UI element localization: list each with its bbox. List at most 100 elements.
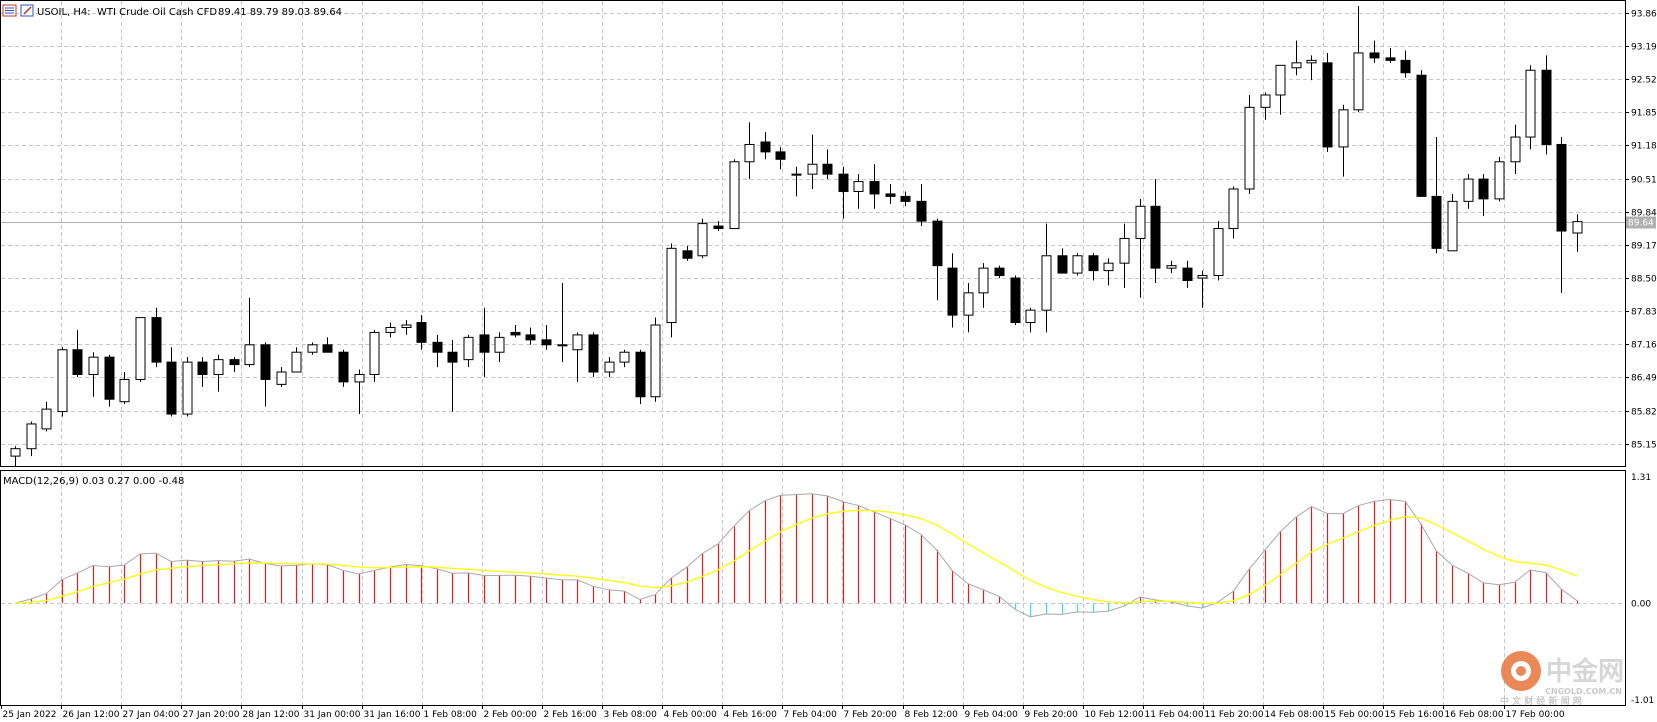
candle-body xyxy=(322,344,333,353)
macd-histogram xyxy=(30,493,1579,617)
price-tick-label: 93.86 xyxy=(1631,10,1657,20)
candle-body xyxy=(1463,178,1474,202)
candle-body xyxy=(385,326,396,333)
candle-body xyxy=(41,408,52,430)
candle xyxy=(635,349,646,405)
candle-body xyxy=(557,344,568,347)
candle xyxy=(1510,124,1521,175)
candle-body xyxy=(978,267,989,294)
candle-body xyxy=(916,200,927,222)
candle xyxy=(307,342,318,355)
time-axis: 25 Jan 2022 26 Jan 12:00 27 Jan 04:00 27 Ja… xyxy=(1,705,1565,720)
candle xyxy=(260,342,271,407)
list-icon[interactable] xyxy=(2,4,17,17)
candle-body xyxy=(1135,205,1146,239)
candle-body xyxy=(713,225,724,230)
candle-body xyxy=(1025,309,1036,324)
candle-body xyxy=(838,173,849,192)
candle xyxy=(588,332,599,377)
candle-body xyxy=(1103,262,1114,272)
candle xyxy=(822,149,833,180)
candle xyxy=(1010,275,1021,326)
macd-lines xyxy=(14,493,1578,618)
candle-body xyxy=(244,344,255,366)
candle-body xyxy=(26,423,37,450)
time-tick-label: 1 Feb 08:00 xyxy=(424,710,478,720)
candle xyxy=(104,354,115,407)
candle xyxy=(541,325,552,350)
candle-body xyxy=(1306,59,1317,64)
candle xyxy=(557,282,568,363)
candle xyxy=(760,132,771,160)
candle-body xyxy=(697,223,708,257)
candle-body xyxy=(463,336,474,361)
grid-lines xyxy=(1,1,1625,705)
candle xyxy=(1556,137,1567,293)
candle-body xyxy=(963,292,974,316)
candle xyxy=(1244,94,1255,194)
candle-body xyxy=(588,334,599,373)
candle xyxy=(72,329,83,377)
candle-body xyxy=(307,344,318,353)
candle-body xyxy=(1291,62,1302,69)
candle-body xyxy=(994,267,1005,277)
candle xyxy=(853,174,864,209)
candle xyxy=(1041,223,1052,333)
macd-indicator-label: MACD(12,26,9) 0.03 0.27 0.00 -0.48 xyxy=(3,476,184,487)
candle-body xyxy=(1244,106,1255,190)
candle-body xyxy=(291,351,302,373)
candle-body xyxy=(729,161,740,230)
candle xyxy=(1494,156,1505,202)
candle xyxy=(1353,5,1364,113)
time-tick-label: 2 Feb 00:00 xyxy=(484,710,538,720)
candle-body xyxy=(229,359,240,366)
candle-body xyxy=(541,339,552,346)
candle xyxy=(244,297,255,368)
time-tick-label: 2 Feb 16:00 xyxy=(544,710,598,720)
candle-body xyxy=(1400,59,1411,74)
candle-body xyxy=(1260,94,1271,108)
candle xyxy=(401,320,412,335)
time-tick-label: 14 Feb 08:00 xyxy=(1265,710,1324,720)
candle-body xyxy=(88,356,99,375)
candle-body xyxy=(1088,255,1099,272)
candle xyxy=(604,357,615,377)
candle-body xyxy=(151,317,162,363)
macd-axis-label: -1.01 xyxy=(1631,696,1654,706)
candle xyxy=(385,322,396,338)
candle xyxy=(1463,174,1474,209)
candle-body xyxy=(619,351,630,363)
candle xyxy=(1135,198,1146,298)
candle-body xyxy=(744,143,755,163)
candle xyxy=(838,166,849,219)
candle-body xyxy=(1431,195,1442,249)
instrument-description: WTI Crude Oil Cash CFD xyxy=(97,7,217,18)
candle-body xyxy=(276,371,287,385)
candle-body xyxy=(1275,64,1286,96)
time-tick-label: 16 Feb 08:00 xyxy=(1445,710,1504,720)
candle xyxy=(494,332,505,363)
candle-body xyxy=(775,151,786,160)
candle xyxy=(1072,253,1083,276)
chart-edit-icon[interactable] xyxy=(20,4,34,17)
candle-body xyxy=(822,163,833,175)
candle-body xyxy=(72,349,83,375)
candle xyxy=(807,134,818,189)
candle-body xyxy=(401,324,412,328)
candle-body xyxy=(1353,52,1364,111)
macd-signal-line xyxy=(14,509,1578,605)
candle-body xyxy=(666,247,677,324)
candle-body xyxy=(1478,178,1489,200)
watermark: 中金网 CNGOLD.COM.CN 中 文 财 经 新 闻 网 xyxy=(1500,651,1624,707)
candle xyxy=(666,243,677,338)
candle-body xyxy=(1416,74,1427,197)
candle xyxy=(1103,258,1114,286)
candle xyxy=(1088,253,1099,281)
candle-body xyxy=(1556,143,1567,232)
candle-body xyxy=(57,349,68,413)
candle-body xyxy=(119,378,130,403)
price-tick-label: 91.18 xyxy=(1631,142,1657,152)
candle xyxy=(650,317,661,402)
candle xyxy=(41,401,52,432)
